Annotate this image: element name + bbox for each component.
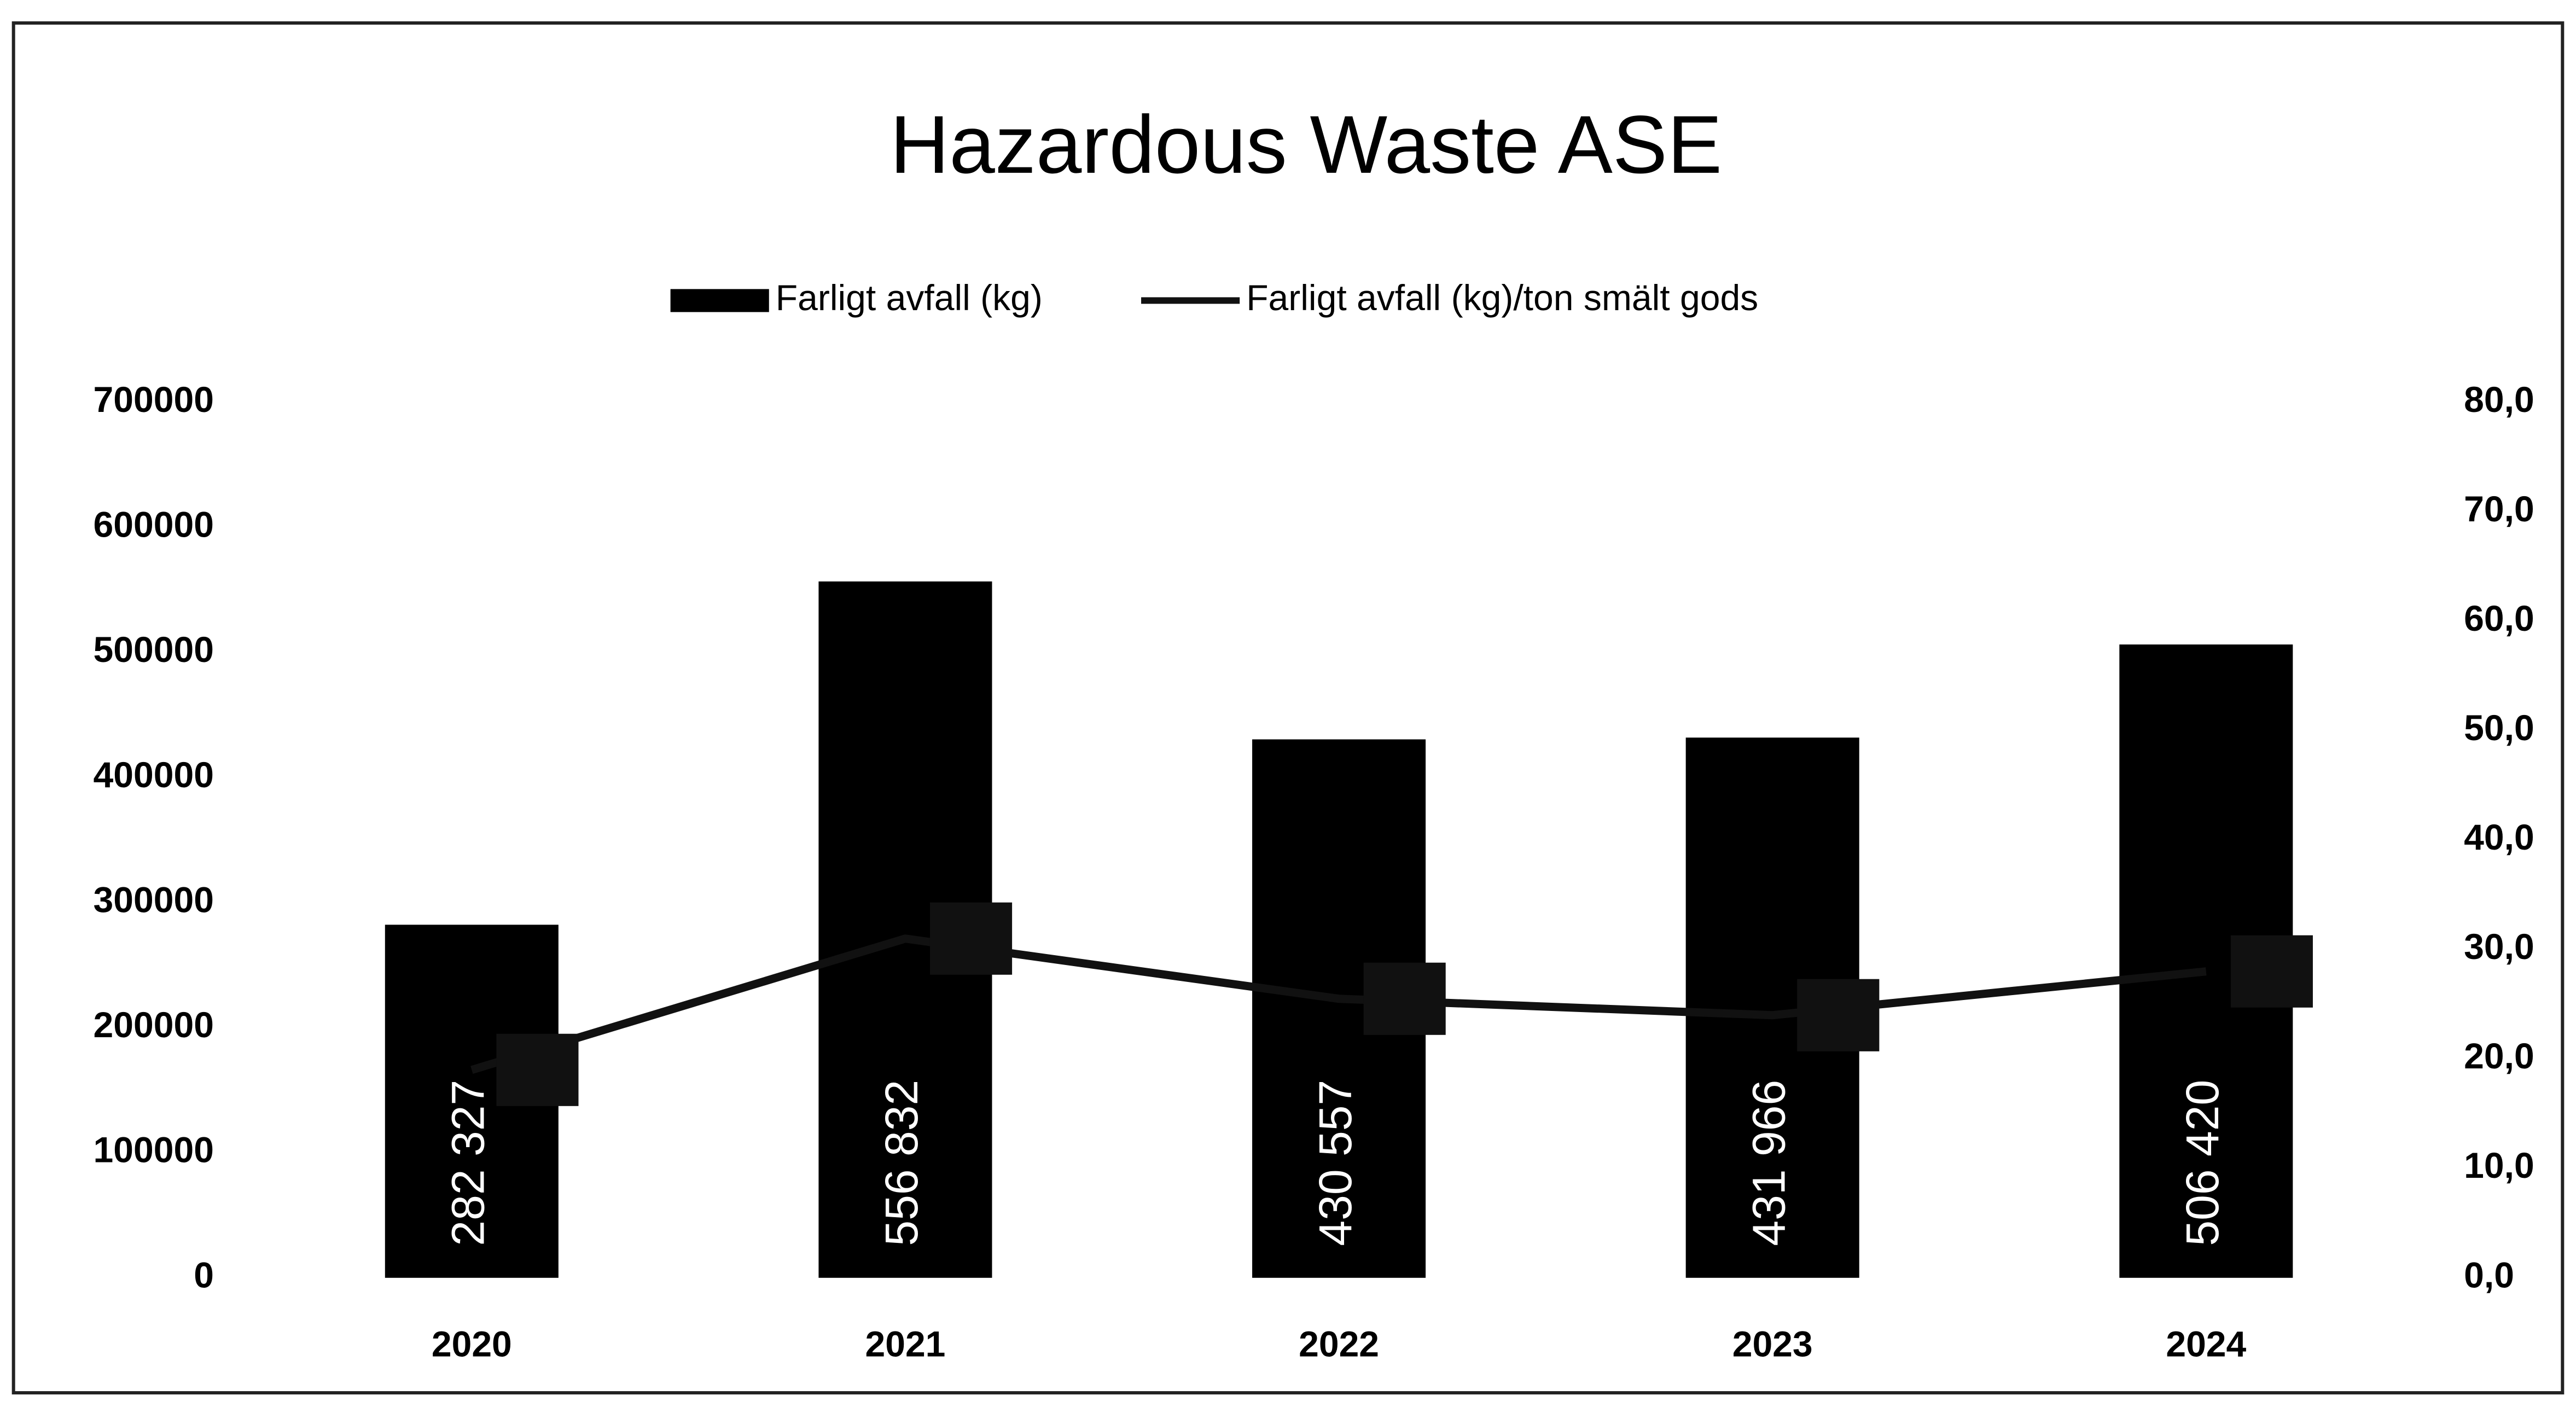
legend-label: Farligt avfall (kg) [776, 277, 1043, 318]
y-tick-label: 600000 [94, 504, 214, 545]
y2-tick-label: 50,0 [2464, 707, 2534, 748]
y-tick-label: 400000 [94, 754, 214, 795]
x-tick-label: 2022 [1299, 1323, 1379, 1364]
y-tick-label: 200000 [94, 1004, 214, 1045]
bar-value-label: 430 557 [1310, 1080, 1361, 1246]
line-marker [496, 1033, 579, 1106]
y2-tick-label: 80,0 [2464, 379, 2534, 420]
y-tick-label: 700000 [94, 379, 214, 420]
bar-value-label: 506 420 [2177, 1080, 2228, 1246]
legend-swatch [670, 289, 769, 312]
chart-title: Hazardous Waste ASE [890, 98, 1722, 190]
line-marker [1797, 979, 1880, 1051]
line-marker [2230, 935, 2313, 1008]
x-tick-label: 2023 [1732, 1323, 1813, 1364]
y2-tick-label: 40,0 [2464, 817, 2534, 857]
line [470, 934, 2207, 1074]
x-tick-label: 2020 [432, 1323, 512, 1364]
legend-label: Farligt avfall (kg)/ton smält gods [1246, 277, 1758, 318]
y-tick-label: 300000 [94, 879, 214, 920]
y2-tick-label: 30,0 [2464, 926, 2534, 967]
bar-value-label: 431 966 [1743, 1080, 1794, 1246]
y-tick-label: 500000 [94, 629, 214, 670]
y2-tick-label: 10,0 [2464, 1145, 2534, 1185]
y-tick-label: 100000 [94, 1130, 214, 1170]
y2-tick-label: 70,0 [2464, 489, 2534, 529]
x-tick-label: 2021 [865, 1323, 945, 1364]
y2-tick-label: 60,0 [2464, 598, 2534, 638]
x-tick-label: 2024 [2166, 1323, 2246, 1364]
line-marker [1363, 962, 1446, 1035]
y2-tick-label: 20,0 [2464, 1036, 2534, 1076]
y-tick-label: 0 [194, 1254, 214, 1295]
bar-value-label: 282 327 [443, 1080, 494, 1246]
y2-tick-label: 0,0 [2464, 1254, 2514, 1295]
bar-value-label: 556 832 [876, 1080, 927, 1246]
line-marker [929, 902, 1013, 975]
